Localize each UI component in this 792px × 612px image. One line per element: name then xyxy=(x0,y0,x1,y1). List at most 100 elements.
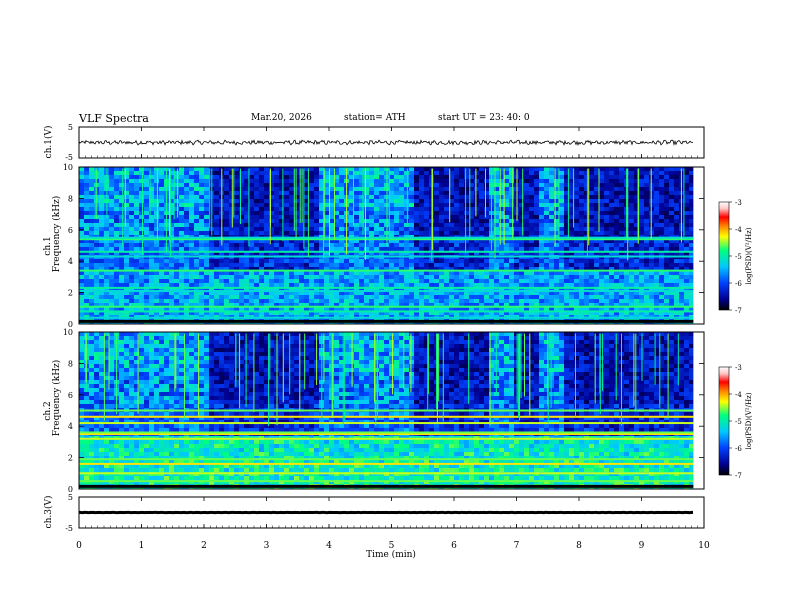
spectrogram-cell xyxy=(329,211,334,215)
spectrogram-cell xyxy=(344,267,349,271)
spectrogram-cell xyxy=(234,239,239,243)
spectrogram-cell xyxy=(439,215,444,219)
spectrogram-cell xyxy=(684,183,689,187)
spectrogram-cell xyxy=(554,263,559,267)
spectrogram-cell xyxy=(674,239,679,243)
spectrogram-cell xyxy=(594,191,599,195)
spectrogram-cell xyxy=(579,231,584,235)
spectrogram-cell xyxy=(629,263,634,267)
spectrogram-cell xyxy=(169,263,174,267)
spectrogram-cell xyxy=(379,167,384,171)
spectrogram-cell xyxy=(594,175,599,179)
spectrogram-cell xyxy=(609,227,614,231)
spectrogram-cell xyxy=(589,207,594,211)
spectrogram-cell xyxy=(469,231,474,235)
spectrogram-cell xyxy=(384,271,389,275)
spectrogram-cell xyxy=(529,287,534,291)
spectrogram-cell xyxy=(594,223,599,227)
spectrogram-cell xyxy=(184,239,189,243)
spectrogram-cell xyxy=(479,259,484,263)
spectrogram-cell xyxy=(79,239,84,243)
spectrogram-cell xyxy=(139,239,144,243)
spectrogram-cell xyxy=(244,207,249,211)
spectrogram-cell xyxy=(244,199,249,203)
spectrogram-cell xyxy=(409,199,414,203)
spectrogram-cell xyxy=(249,239,254,243)
spectrogram-cell xyxy=(414,239,419,243)
spectrogram-cell xyxy=(339,263,344,267)
spectrogram-cell xyxy=(509,251,514,255)
spectrogram-cell xyxy=(259,287,264,291)
spectrogram-cell xyxy=(234,295,239,299)
spectrogram-cell xyxy=(424,195,429,199)
spectrogram-cell xyxy=(359,183,364,187)
spectrogram-cell xyxy=(459,243,464,247)
spectrogram-cell xyxy=(149,275,154,279)
spectrogram-cell xyxy=(124,219,129,223)
spectrogram-cell xyxy=(544,239,549,243)
spectrogram-cell xyxy=(299,251,304,255)
spectrogram-cell xyxy=(649,271,654,275)
spectrogram-cell xyxy=(629,223,634,227)
spectrogram-cell xyxy=(259,227,264,231)
spectrogram-cell xyxy=(564,223,569,227)
spectrogram-cell xyxy=(434,303,439,307)
spectrogram-cell xyxy=(324,259,329,263)
spectrogram-cell xyxy=(404,199,409,203)
spectrogram-cell xyxy=(379,231,384,235)
spectrogram-cell xyxy=(84,203,89,207)
spectrogram-cell xyxy=(184,227,189,231)
spectrogram-cell xyxy=(424,223,429,227)
spectrogram-cell xyxy=(134,247,139,251)
spectrogram-cell xyxy=(549,187,554,191)
spectrogram-cell xyxy=(439,275,444,279)
spectrogram-cell xyxy=(549,243,554,247)
spectrogram-cell xyxy=(539,199,544,203)
spectrogram-cell xyxy=(149,247,154,251)
spectrogram-cell xyxy=(639,231,644,235)
spectrogram-cell xyxy=(499,179,504,183)
spectrogram-cell xyxy=(244,299,249,303)
spectrogram-cell xyxy=(639,175,644,179)
spectrogram-cell xyxy=(654,251,659,255)
spectrogram-cell xyxy=(89,271,94,275)
spectrogram-cell xyxy=(249,219,254,223)
spectrogram-cell xyxy=(394,239,399,243)
spectrogram-cell xyxy=(679,291,684,295)
spectrogram-cell xyxy=(559,263,564,267)
spectrogram-cell xyxy=(489,283,494,287)
spectrogram-cell xyxy=(279,227,284,231)
spectrogram-cell xyxy=(564,183,569,187)
spectrogram-cell xyxy=(419,167,424,171)
spectrogram-cell xyxy=(404,287,409,291)
spectrogram-cell xyxy=(639,183,644,187)
spectrogram-cell xyxy=(264,295,269,299)
spectrogram-cell xyxy=(264,239,269,243)
spectrogram-cell xyxy=(679,287,684,291)
spectrogram-cell xyxy=(374,171,379,175)
spectrogram-cell xyxy=(194,219,199,223)
spectrogram-cell xyxy=(554,207,559,211)
spectrogram-cell xyxy=(244,243,249,247)
spectrogram-cell xyxy=(609,271,614,275)
spectrogram-cell xyxy=(629,211,634,215)
spectrogram-cell xyxy=(414,183,419,187)
spectrogram-cell xyxy=(319,311,324,315)
spectrogram-cell xyxy=(619,263,624,267)
spectrogram-cell xyxy=(159,223,164,227)
spectrogram-cell xyxy=(229,247,234,251)
spectrogram-cell xyxy=(519,231,524,235)
spectrogram-cell xyxy=(379,287,384,291)
spectrogram-cell xyxy=(554,223,559,227)
spectrogram-cell xyxy=(239,295,244,299)
spectrogram-cell xyxy=(299,259,304,263)
spectrogram-cell xyxy=(549,299,554,303)
spectrogram-cell xyxy=(519,211,524,215)
spectrogram-cell xyxy=(289,171,294,175)
spectrogram-cell xyxy=(179,219,184,223)
spectrogram-cell xyxy=(554,271,559,275)
spectrogram-cell xyxy=(329,231,334,235)
spectrogram-cell xyxy=(229,167,234,171)
spectrogram-cell xyxy=(389,247,394,251)
spectrogram-cell xyxy=(574,303,579,307)
